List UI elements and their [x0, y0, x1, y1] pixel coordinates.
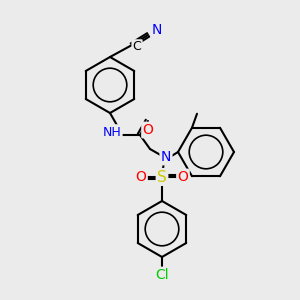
- Text: S: S: [157, 169, 167, 184]
- Text: O: O: [142, 123, 153, 137]
- Text: C: C: [133, 40, 141, 53]
- Text: N: N: [152, 23, 162, 37]
- Text: NH: NH: [103, 125, 122, 139]
- Text: O: O: [178, 170, 188, 184]
- Text: N: N: [161, 150, 171, 164]
- Text: O: O: [136, 170, 146, 184]
- Text: Cl: Cl: [155, 268, 169, 282]
